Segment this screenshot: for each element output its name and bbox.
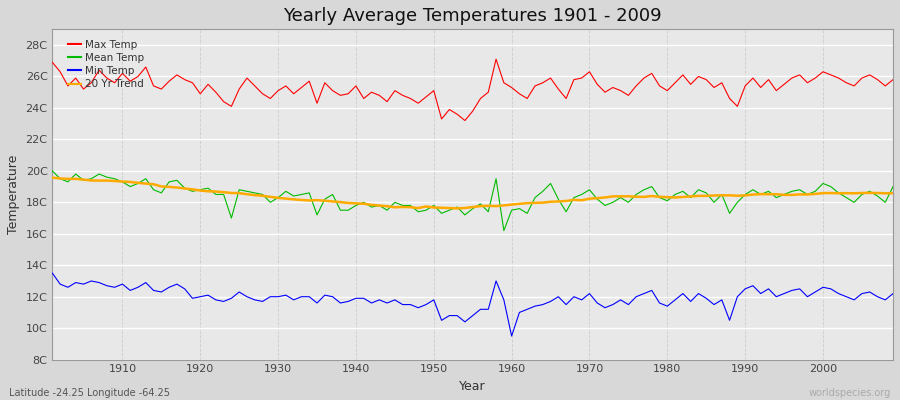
Text: worldspecies.org: worldspecies.org (809, 388, 891, 398)
Text: Latitude -24.25 Longitude -64.25: Latitude -24.25 Longitude -64.25 (9, 388, 170, 398)
Title: Yearly Average Temperatures 1901 - 2009: Yearly Average Temperatures 1901 - 2009 (284, 7, 662, 25)
Y-axis label: Temperature: Temperature (7, 155, 20, 234)
Legend: Max Temp, Mean Temp, Min Temp, 20 Yr Trend: Max Temp, Mean Temp, Min Temp, 20 Yr Tre… (66, 38, 146, 91)
X-axis label: Year: Year (459, 380, 486, 393)
